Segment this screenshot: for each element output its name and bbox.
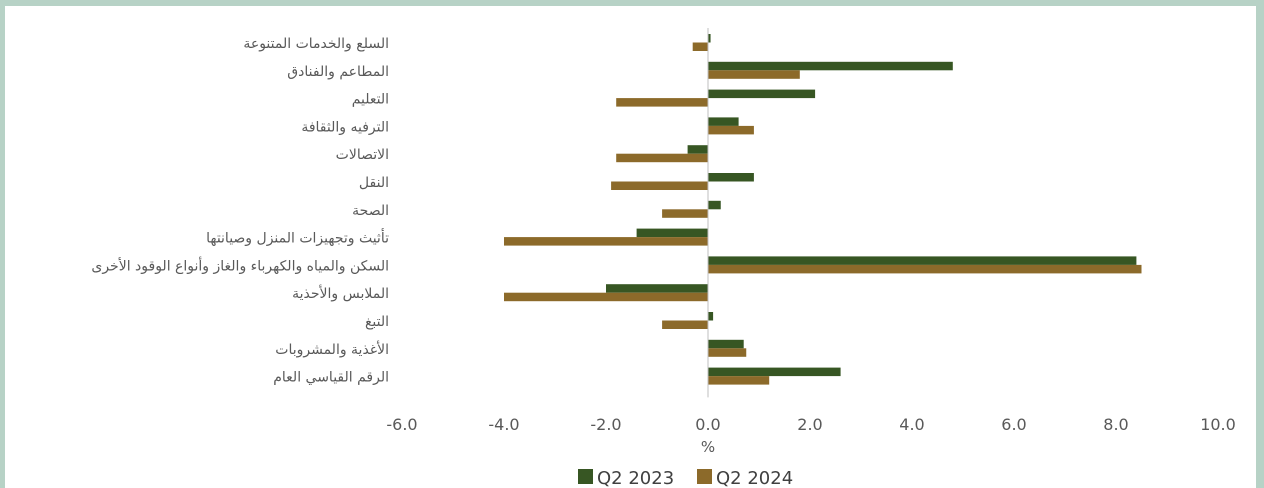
bar-series-1 [708,89,816,99]
bar-series-1 [708,61,953,71]
bar-series-2 [708,264,1142,274]
x-tick-label: -4.0 [488,415,519,434]
bar-series-2 [708,125,754,135]
x-tick-label: 6.0 [1001,415,1026,434]
legend-label: Q2 2024 [716,468,793,488]
bar-series-1 [708,367,841,377]
category-label: السلع والخدمات المتنوعة [243,36,389,52]
bar-series-1 [708,117,739,126]
x-tick-labels: -6.0 -4.0 -2.0 0.0 2.0 4.0 6.0 8.0 10.0 [386,415,1235,434]
category-label: الملابس والأحذية [292,284,389,302]
category-label: المطاعم والفنادق [287,64,389,80]
category-label: الترفيه والثقافة [301,119,389,135]
category-label: تأثيث وتجهيزات المنزل وصيانتها [206,228,389,247]
category-labels: السلع والخدمات المتنوعة المطاعم والفنادق ا… [91,36,389,386]
bar-series-2 [504,237,708,246]
bars-group [504,34,1142,385]
bar-series-2 [708,348,747,357]
x-tick-label: 4.0 [899,415,924,434]
bar-series-1 [708,34,711,43]
legend-label: Q2 2023 [597,468,674,488]
bar-series-1 [708,256,1137,265]
bar-series-2 [616,153,708,163]
category-label: الصحة [352,203,389,219]
right-border [1256,6,1264,488]
legend: Q2 2023 Q2 2024 [578,468,793,488]
bar-series-2 [611,181,708,190]
bar-series-1 [708,312,714,321]
bar-series-2 [616,98,708,107]
x-tick-label: 2.0 [797,415,822,434]
bar-series-1 [636,228,708,238]
top-accent-bar [0,0,1264,6]
bar-series-2 [504,292,708,302]
category-label: الاتصالات [336,147,389,163]
x-tick-label: -6.0 [386,415,417,434]
category-label: التعليم [352,92,389,108]
bar-series-1 [708,173,754,182]
x-tick-label: -2.0 [590,415,621,434]
legend-swatch [578,469,593,484]
x-tick-label: 0.0 [695,415,720,434]
legend-swatch [697,469,712,484]
bar-series-2 [662,209,708,218]
bar-series-1 [708,339,744,349]
bar-series-2 [692,42,708,51]
x-axis-label: % [701,438,715,456]
category-label: السكن والمياه والكهرباء والغاز وأنواع ال… [91,256,389,274]
category-label: التبغ [365,314,389,330]
bar-series-1 [687,145,708,154]
bar-series-2 [708,376,770,385]
x-tick-label: 8.0 [1103,415,1128,434]
bar-series-2 [708,70,800,79]
category-label: الأغذية والمشروبات [275,340,389,358]
category-label: الرقم القياسي العام [273,370,389,386]
category-label: النقل [359,175,389,191]
x-tick-label: 10.0 [1200,415,1236,434]
left-border [0,6,5,488]
bar-series-1 [708,200,721,210]
bar-series-1 [606,284,708,293]
bar-series-2 [662,320,708,329]
